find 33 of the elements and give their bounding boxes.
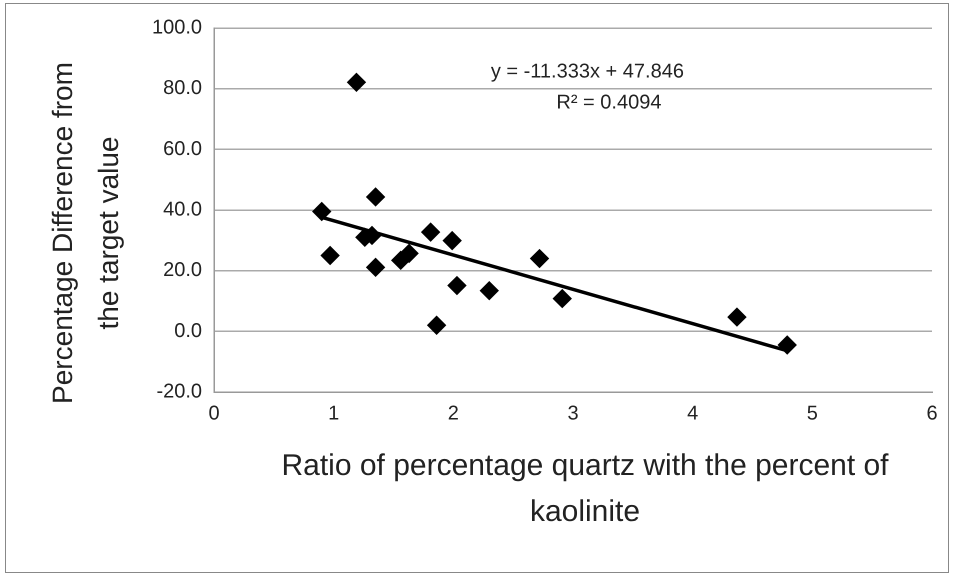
y-tick-label: 40.0 (163, 198, 202, 221)
y-tick-label: -20.0 (156, 380, 202, 403)
point (727, 308, 746, 327)
y-tick-label: 80.0 (163, 77, 202, 100)
x-tick-label: 6 (926, 402, 938, 425)
point (447, 276, 466, 296)
point (366, 258, 386, 277)
point (442, 231, 462, 250)
y-tick-label: 20.0 (163, 259, 202, 282)
x-axis-title: Ratio of percentage quartz with the percent of kaolinite (280, 448, 890, 530)
point (778, 335, 797, 354)
x-tick-label: 2 (448, 402, 459, 425)
y-tick-label: 60.0 (163, 138, 202, 160)
point (312, 202, 332, 222)
annotation: R² = 0.4094 (556, 92, 662, 114)
point (400, 244, 419, 263)
point (366, 187, 386, 206)
point (552, 289, 572, 308)
annotation: y = -11.333x + 47.846 (490, 60, 684, 83)
point (530, 249, 550, 268)
point (346, 72, 366, 92)
y-tick-label: 100.0 (152, 16, 202, 39)
x-tick-label: 4 (687, 402, 698, 425)
x-tick-label: 5 (806, 402, 818, 425)
x-tick-label: 0 (208, 402, 220, 425)
x-tick-label: 1 (328, 402, 340, 425)
point (320, 246, 340, 265)
y-tick-label: 0.0 (174, 320, 202, 342)
point (421, 222, 440, 242)
point (480, 281, 499, 300)
x-tick-label: 3 (567, 402, 579, 425)
point (427, 316, 446, 335)
y-axis-title: Percentage Difference from the target value (46, 61, 125, 406)
